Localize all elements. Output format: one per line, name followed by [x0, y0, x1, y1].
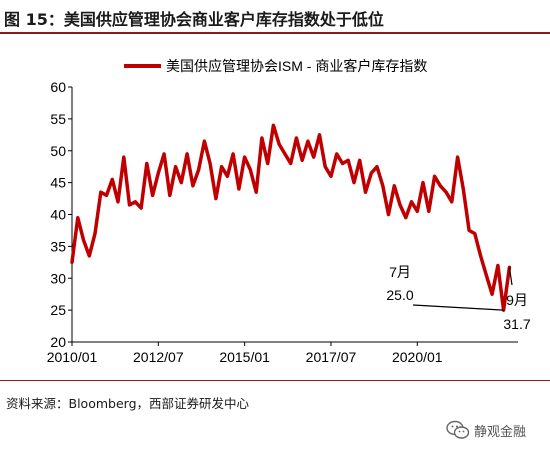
x-tick-label: 2015/01	[219, 349, 270, 365]
y-axis: 20 25 30 35 40 45 50 55 60	[50, 79, 73, 350]
source-note: 资料来源：Bloomberg，西部证券研发中心	[6, 396, 249, 411]
annotation-value: 25.0	[386, 287, 413, 303]
annotation-month: 9月	[506, 292, 528, 308]
y-tick-label: 30	[50, 270, 66, 286]
annotation-leader	[508, 267, 513, 286]
series-line	[70, 123, 512, 312]
y-tick-label: 35	[50, 238, 66, 254]
annotation-layer: 7月 25.0 9月 31.7	[386, 264, 530, 332]
watermark: 静观金融	[446, 418, 526, 442]
legend-label: 美国供应管理协会ISM - 商业客户库存指数	[166, 58, 427, 74]
y-tick-label: 40	[50, 207, 66, 223]
annotation-value: 31.7	[503, 316, 530, 332]
wechat-icon	[446, 420, 470, 439]
y-tick-label: 55	[50, 111, 66, 127]
y-tick-label: 45	[50, 175, 66, 191]
y-tick-label: 25	[50, 302, 66, 318]
x-tick-label: 2017/07	[306, 349, 357, 365]
chart-legend: 美国供应管理协会ISM - 商业客户库存指数	[124, 58, 427, 74]
x-tick-label: 2020/01	[392, 349, 443, 365]
annotation-leader	[412, 304, 504, 311]
y-tick-label: 20	[50, 334, 66, 350]
source-divider	[0, 380, 550, 381]
x-tick-label: 2010/01	[47, 349, 98, 365]
series-layer	[70, 123, 512, 312]
ism-inventory-line-chart: 美国供应管理协会ISM - 商业客户库存指数 20 25 30 35 40 45 50 55 6…	[47, 58, 531, 365]
watermark-label: 静观金融	[474, 424, 527, 440]
title-divider	[0, 32, 550, 34]
x-tick-label: 2012/07	[133, 349, 184, 365]
y-tick-label: 50	[50, 143, 66, 159]
y-tick-label: 60	[50, 79, 66, 95]
figure-title: 图 15：美国供应管理协会商业客户库存指数处于低位	[4, 10, 384, 29]
annotation-month: 7月	[389, 264, 411, 280]
x-axis: 2010/01 2012/07 2015/01 2017/07 2020/01	[47, 341, 518, 365]
